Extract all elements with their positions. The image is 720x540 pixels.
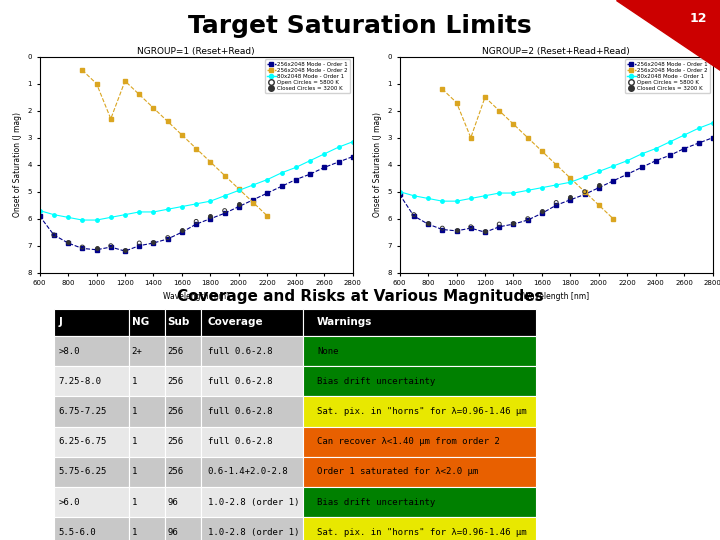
Point [465, 222, 477, 231]
Text: Target Saturation Limits: Target Saturation Limits [188, 14, 532, 37]
Text: Order 1 saturated for λ<2.0 μm: Order 1 saturated for λ<2.0 μm [317, 468, 478, 476]
Legend: 256x2048 Mode - Order 1, 256x2048 Mode - Order 2, 80x2048 Mode - Order 1, Open C: 256x2048 Mode - Order 1, 256x2048 Mode -… [265, 59, 350, 93]
Text: None: None [317, 347, 338, 355]
Point [593, 180, 605, 189]
Y-axis label: Onset of Saturation (J mag): Onset of Saturation (J mag) [373, 112, 382, 217]
Text: Coverage: Coverage [207, 318, 263, 327]
Text: Bias drift uncertainty: Bias drift uncertainty [317, 377, 435, 386]
Point [48, 231, 60, 239]
Point [423, 218, 434, 227]
Text: 1.0-2.8 (order 1): 1.0-2.8 (order 1) [207, 528, 299, 537]
Text: 2+: 2+ [132, 347, 143, 355]
Text: 96: 96 [168, 498, 179, 507]
Point [508, 218, 519, 227]
Point [493, 220, 505, 228]
Text: 6.75-7.25: 6.75-7.25 [58, 407, 107, 416]
Text: >8.0: >8.0 [58, 347, 80, 355]
Text: full 0.6-2.8: full 0.6-2.8 [207, 347, 272, 355]
Text: 1: 1 [132, 377, 137, 386]
Text: full 0.6-2.8: full 0.6-2.8 [207, 377, 272, 386]
Title: NGROUP=2 (Reset+Read+Read): NGROUP=2 (Reset+Read+Read) [482, 47, 630, 56]
Text: 1: 1 [132, 528, 137, 537]
Point [219, 206, 230, 215]
Point [148, 237, 159, 246]
Point [63, 237, 74, 246]
Point [522, 214, 534, 223]
Text: full 0.6-2.8: full 0.6-2.8 [207, 437, 272, 446]
Text: 1: 1 [132, 407, 137, 416]
Text: 1: 1 [132, 437, 137, 446]
Point [564, 193, 576, 201]
Point [233, 200, 245, 208]
Text: 5.5-6.0: 5.5-6.0 [58, 528, 96, 537]
Text: full 0.6-2.8: full 0.6-2.8 [207, 407, 272, 416]
Title: NGROUP=1 (Reset+Read): NGROUP=1 (Reset+Read) [138, 47, 255, 56]
Text: >6.0: >6.0 [58, 498, 80, 507]
Point [204, 212, 216, 220]
Text: Sat. pix. in "horns" for λ=0.96-1.46 μm: Sat. pix. in "horns" for λ=0.96-1.46 μm [317, 407, 526, 416]
Text: 0.6-1.4+2.0-2.8: 0.6-1.4+2.0-2.8 [207, 468, 288, 476]
Text: 1: 1 [132, 498, 137, 507]
Point [76, 242, 88, 251]
Point [551, 198, 562, 207]
Point [408, 210, 420, 219]
Text: J: J [58, 318, 63, 327]
Text: Sub: Sub [168, 318, 190, 327]
Text: 6.25-6.75: 6.25-6.75 [58, 437, 107, 446]
Text: 256: 256 [168, 347, 184, 355]
Text: 96: 96 [168, 528, 179, 537]
Text: 256: 256 [168, 407, 184, 416]
Text: 1.0-2.8 (order 1): 1.0-2.8 (order 1) [207, 498, 299, 507]
Point [120, 245, 131, 254]
X-axis label: Wavelength [nm]: Wavelength [nm] [163, 292, 229, 301]
Legend: 256x2048 Mode - Order 1, 256x2048 Mode - Order 2, 80x2048 Mode - Order 1, Open C: 256x2048 Mode - Order 1, 256x2048 Mode -… [625, 59, 710, 93]
Point [105, 241, 117, 250]
X-axis label: Wavelength [nm]: Wavelength [nm] [523, 292, 589, 301]
Y-axis label: Onset of Saturation (J mag): Onset of Saturation (J mag) [13, 112, 22, 217]
Text: 5.75-6.25: 5.75-6.25 [58, 468, 107, 476]
Text: NG: NG [132, 318, 149, 327]
Text: 256: 256 [168, 377, 184, 386]
Text: Sat. pix. in "horns" for λ=0.96-1.46 μm: Sat. pix. in "horns" for λ=0.96-1.46 μm [317, 528, 526, 537]
Text: Can recover λ<1.40 μm from order 2: Can recover λ<1.40 μm from order 2 [317, 437, 500, 446]
Text: Warnings: Warnings [317, 318, 372, 327]
Point [176, 225, 188, 234]
Point [190, 217, 202, 226]
Text: 256: 256 [168, 437, 184, 446]
Point [451, 225, 462, 234]
Point [162, 233, 174, 242]
Text: 12: 12 [690, 12, 707, 25]
Text: 1: 1 [132, 468, 137, 476]
Text: Bias drift uncertainty: Bias drift uncertainty [317, 498, 435, 507]
Text: 256: 256 [168, 468, 184, 476]
Point [133, 239, 145, 247]
Text: Coverage and Risks at Various Magnitudes: Coverage and Risks at Various Magnitudes [176, 289, 544, 304]
Point [579, 187, 590, 196]
Text: 7.25-8.0: 7.25-8.0 [58, 377, 102, 386]
Point [91, 244, 102, 253]
Point [536, 206, 548, 215]
Point [480, 227, 491, 235]
Point [436, 224, 448, 232]
